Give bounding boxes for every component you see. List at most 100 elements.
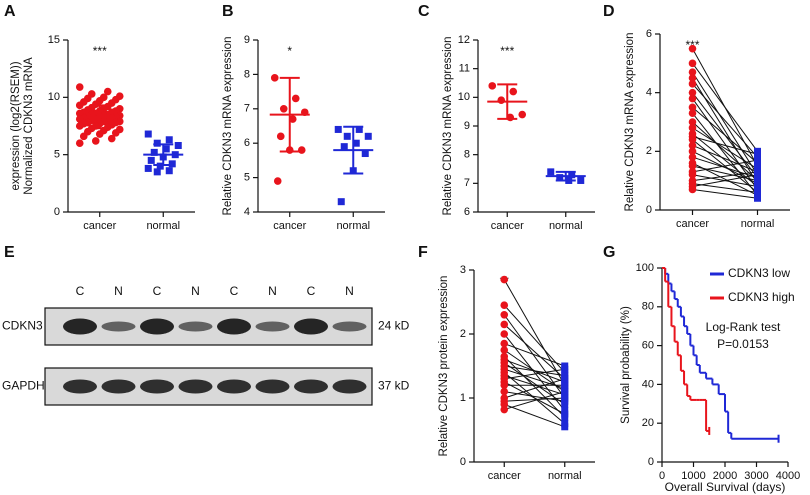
pair-line [503, 304, 566, 373]
pair-line [692, 165, 758, 182]
legend-label: CDKN3 high [728, 290, 795, 304]
y-tick-label: 3 [460, 264, 466, 276]
y-tick-label: 10 [458, 91, 470, 103]
x-tick-label: cancer [273, 220, 306, 232]
y-tick-label: 6 [464, 206, 470, 218]
point [500, 387, 509, 396]
y-tick-label: 1 [460, 392, 466, 404]
point [561, 388, 569, 396]
point [497, 96, 506, 104]
point [754, 194, 761, 202]
point [334, 125, 342, 133]
point [500, 346, 509, 354]
x-tick-label: 0 [659, 470, 665, 482]
pair-line [692, 171, 758, 182]
point [688, 135, 697, 144]
point [174, 141, 182, 149]
x-tick-label: 3000 [744, 470, 768, 482]
y-tick-label: 15 [48, 34, 60, 46]
point [500, 381, 509, 390]
x-tick-label: normal [549, 220, 583, 232]
blot-band [101, 379, 136, 394]
point [340, 143, 348, 151]
point [276, 132, 285, 141]
pair-line [692, 106, 758, 164]
y-tick-label: 12 [458, 34, 470, 46]
point [355, 125, 363, 133]
point [500, 311, 509, 319]
pair-line [503, 362, 566, 405]
x-tick-label: normal [548, 470, 582, 482]
point [688, 94, 697, 103]
x-tick-label: normal [146, 220, 180, 232]
y-axis-label: Relative CDKN3 mRNA expression [442, 37, 454, 216]
y-tick-label: 2 [646, 145, 652, 157]
x-tick-label: cancer [488, 470, 521, 482]
y-tick-label: 9 [464, 120, 470, 132]
point [688, 109, 697, 117]
point [754, 177, 761, 185]
point [500, 320, 509, 329]
point [273, 177, 282, 185]
point [270, 74, 279, 82]
significance: *** [93, 44, 107, 58]
x-axis-label: Overall Survival (days) [665, 480, 786, 494]
y-tick-label: 0 [648, 456, 654, 468]
y-tick-label: 2 [460, 328, 466, 340]
x-tick-label: 4000 [776, 470, 800, 482]
y-axis-label: Normalized CDKN3 mRNA [23, 57, 35, 195]
point [568, 171, 576, 179]
point [91, 137, 100, 145]
blot-band [140, 379, 174, 394]
y-axis-label: Relative CDKN3 mRNA expression [624, 33, 636, 212]
point [547, 168, 555, 176]
x-tick-label: 2000 [713, 470, 737, 482]
blot-band [332, 379, 367, 394]
point [144, 130, 152, 138]
y-tick-label: 20 [642, 417, 654, 429]
point [688, 118, 697, 126]
y-tick-label: 4 [646, 87, 652, 99]
point [111, 129, 120, 137]
pair-line [692, 112, 758, 196]
point [754, 171, 761, 179]
point [500, 339, 509, 348]
y-tick-label: 7 [464, 177, 470, 189]
panel-letter: G [603, 244, 615, 261]
point [688, 103, 697, 112]
y-tick-label: 5 [54, 149, 60, 161]
point [75, 122, 84, 130]
point [556, 174, 564, 182]
point [561, 410, 569, 418]
x-tick-label: cancer [676, 218, 709, 230]
blot-band [294, 318, 328, 335]
point [500, 330, 509, 338]
pair-line [504, 397, 565, 402]
point [79, 132, 88, 141]
y-tick-label: 0 [54, 206, 60, 218]
pair-line [692, 136, 758, 155]
point [754, 150, 761, 158]
y-tick-label: 100 [636, 262, 654, 274]
point [561, 423, 569, 431]
pair-line [692, 174, 758, 188]
pair-line [504, 391, 565, 402]
point [688, 68, 697, 76]
x-tick-label: 1000 [681, 470, 705, 482]
point [561, 394, 569, 402]
panel-letter: C [418, 3, 430, 20]
x-tick-label: cancer [83, 220, 116, 232]
point [153, 168, 161, 176]
y-tick-label: 5 [244, 172, 250, 184]
blot-band [217, 379, 251, 394]
point [75, 139, 84, 147]
point [103, 87, 112, 96]
point [688, 44, 697, 53]
point [688, 141, 697, 150]
pair-line [503, 356, 566, 418]
lane-label: C [307, 284, 316, 298]
panel-letter: B [222, 3, 234, 20]
point [688, 147, 697, 156]
point [688, 185, 697, 194]
